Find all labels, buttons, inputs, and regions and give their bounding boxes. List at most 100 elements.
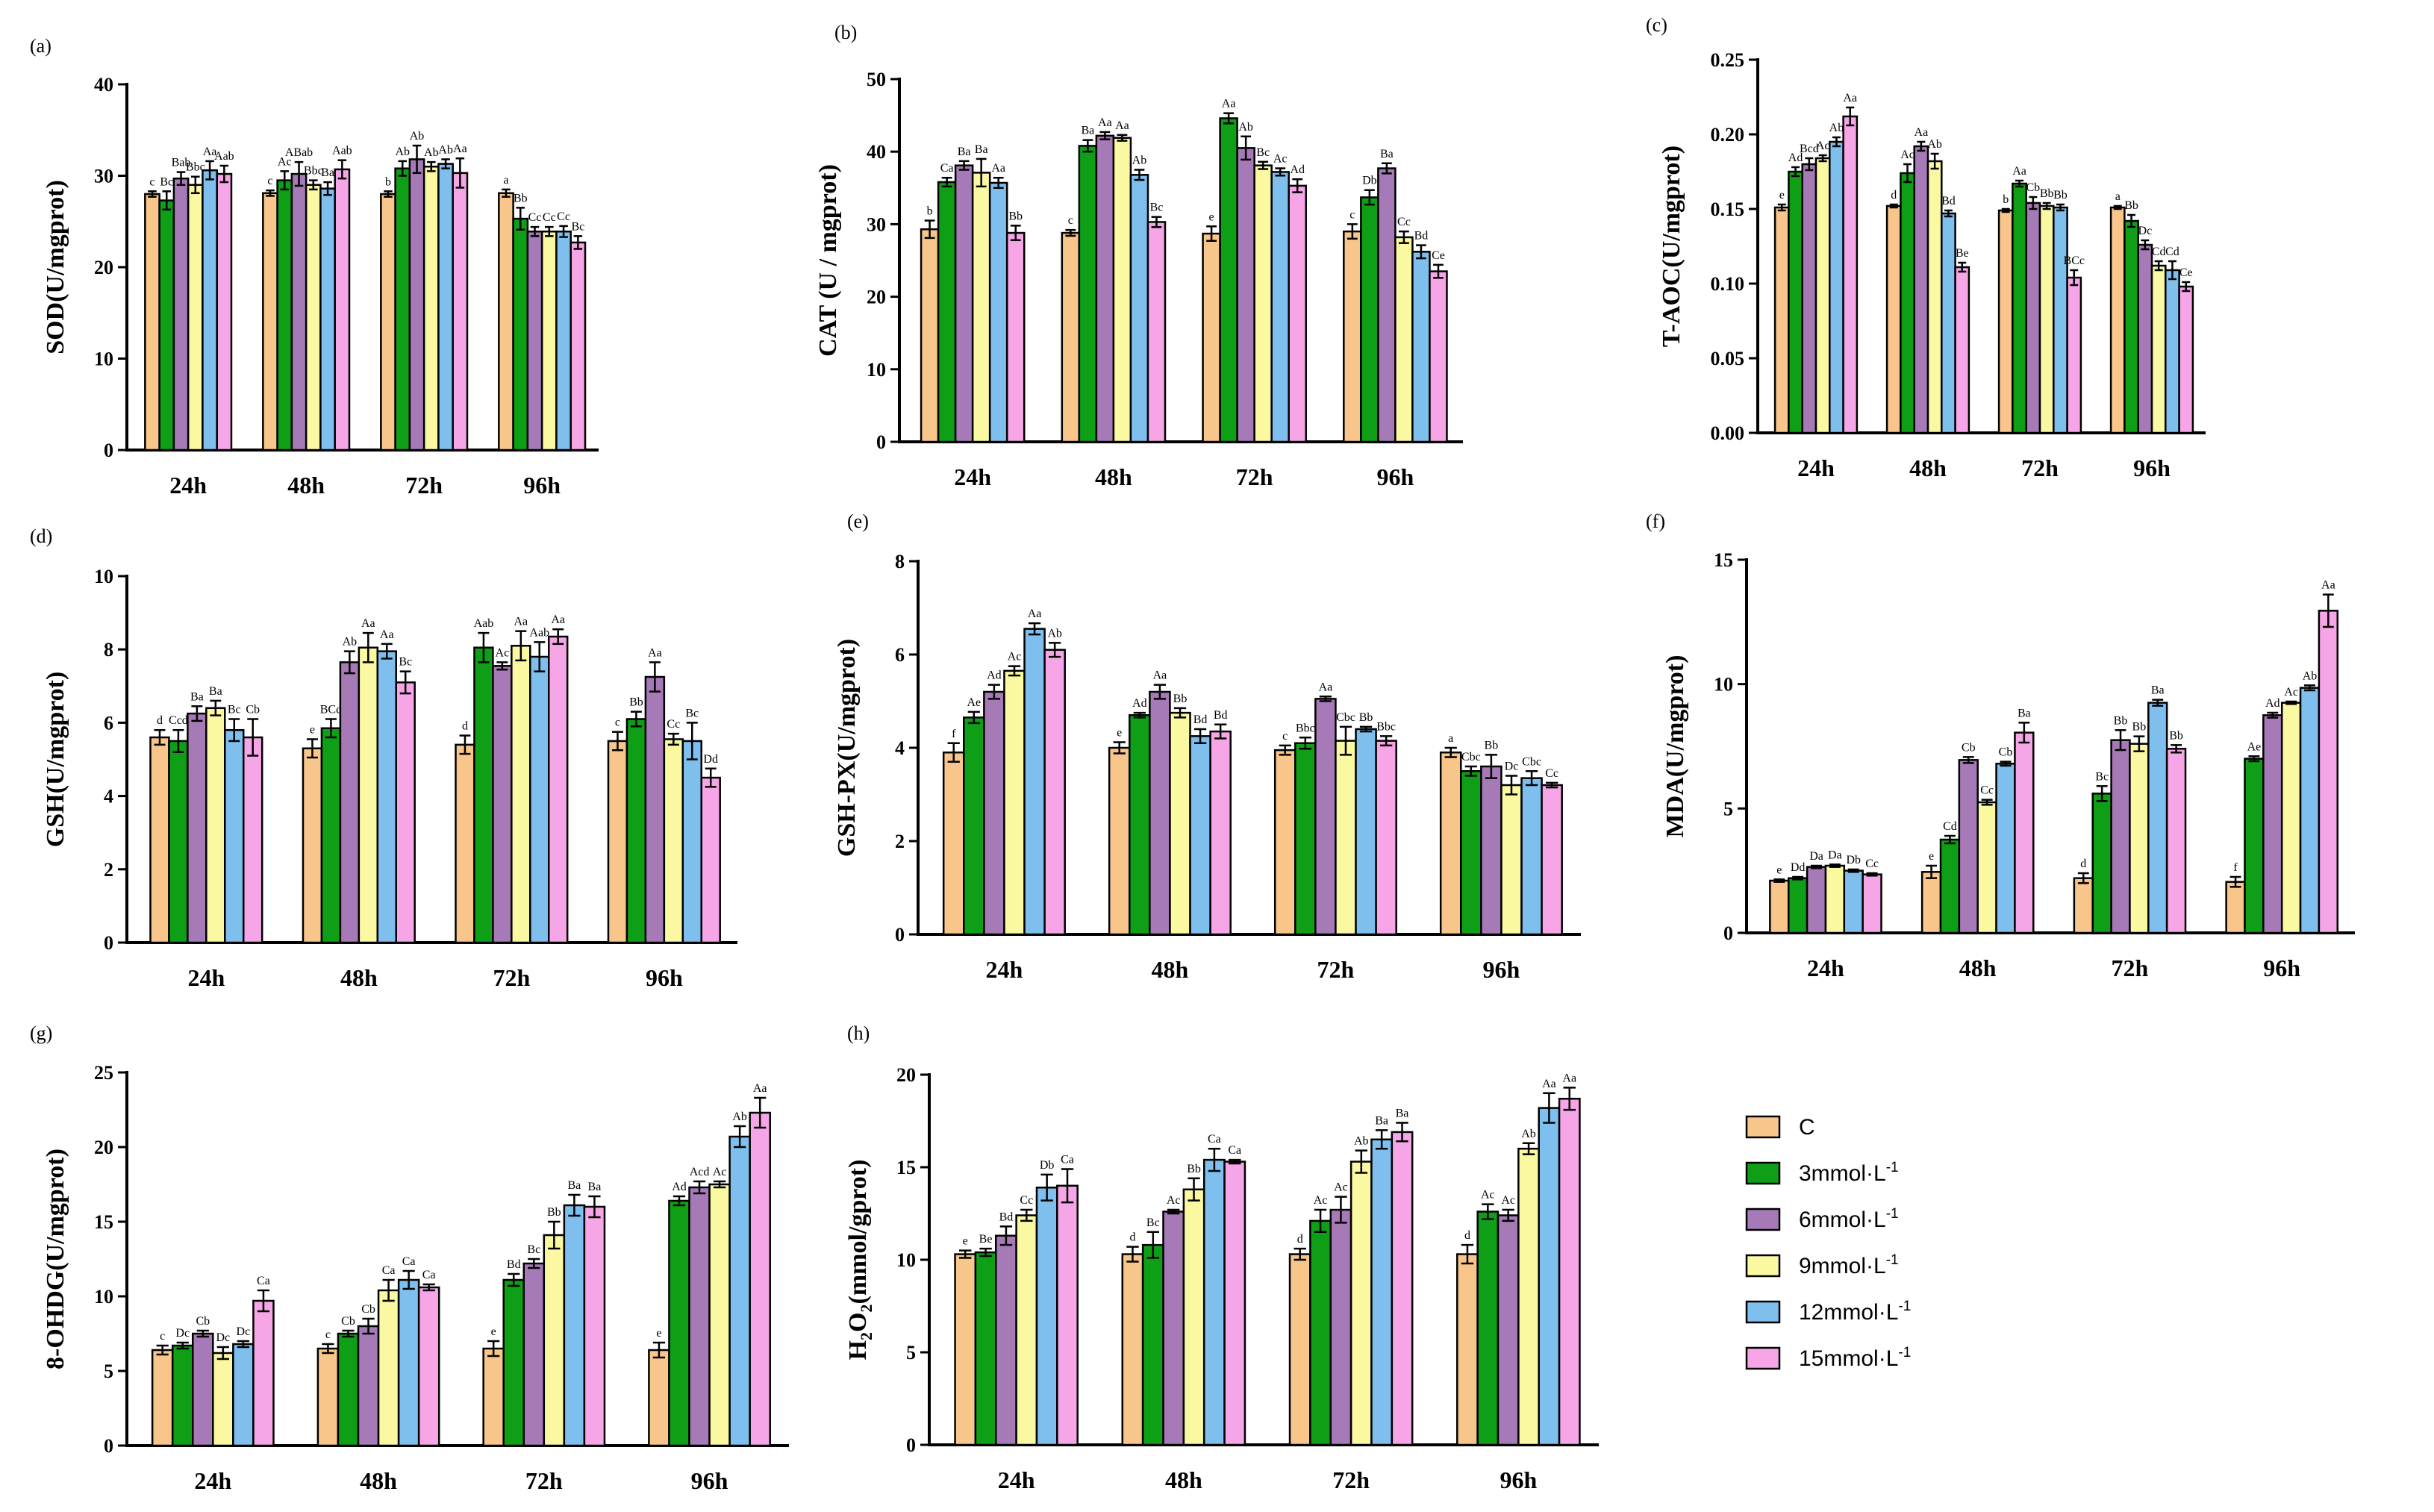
significance-label: Cd [2165, 246, 2179, 258]
significance-label: Ab [395, 146, 410, 158]
bar [1349, 1160, 1373, 1446]
y-tick-label: 10 [1714, 674, 1733, 696]
bar [2244, 757, 2265, 934]
significance-label: Ce [2179, 266, 2193, 279]
x-tick-label: 96h [1483, 956, 1520, 983]
significance-label: e [1929, 850, 1934, 863]
x-tick-label: 24h [986, 956, 1023, 983]
bar [2165, 748, 2187, 934]
y-tick-label: 10 [94, 349, 113, 370]
bar [1162, 1210, 1185, 1446]
bar [920, 228, 940, 443]
significance-label: Ca [1208, 1133, 1221, 1146]
x-tick-label: 48h [1909, 454, 1947, 481]
x-tick-label: 72h [405, 472, 443, 499]
significance-label: Aa [453, 143, 467, 155]
bar [1913, 145, 1929, 434]
bar [168, 740, 189, 944]
bar [1223, 1160, 1246, 1446]
significance-label: Aa [1222, 98, 1236, 110]
bar [1182, 1188, 1205, 1446]
bar [482, 1347, 505, 1447]
significance-label: Cb [246, 703, 260, 716]
significance-label: Aab [474, 617, 494, 630]
significance-label: Ba [1081, 125, 1094, 137]
significance-label: Bb [514, 192, 528, 204]
legend-item: C [1745, 1115, 1815, 1140]
bar [380, 193, 396, 452]
legend-swatch [1745, 1346, 1781, 1370]
y-tick-label: 10 [94, 566, 113, 587]
significance-label: Aa [2012, 165, 2026, 178]
significance-label: Aa [1153, 669, 1167, 682]
significance-label: Bb [2114, 714, 2128, 727]
significance-label: Ab [2303, 669, 2318, 682]
significance-label: Da [1828, 849, 1842, 861]
significance-label: Cc [1020, 1194, 1033, 1207]
bar [988, 181, 1008, 443]
y-axis-label: MDA(U/mgprot) [1661, 655, 1689, 838]
x-tick-label: 24h [169, 472, 207, 499]
bar [1500, 784, 1523, 936]
bar [1375, 740, 1397, 936]
bar [1517, 1147, 1540, 1446]
bar [1460, 770, 1482, 936]
bar [1958, 759, 1979, 934]
significance-label: Ac [1273, 153, 1288, 166]
bar [583, 1205, 606, 1447]
significance-label: Aa [2321, 579, 2335, 592]
bar [1900, 172, 1915, 434]
bar [1355, 728, 1377, 936]
significance-label: d [1891, 189, 1897, 202]
significance-label: Bcd [1800, 143, 1819, 155]
bar [688, 1186, 711, 1447]
y-tick-label: 10 [867, 359, 886, 381]
significance-label: Cc [557, 210, 570, 223]
significance-label: Cbc [1336, 711, 1355, 724]
significance-label: Ac [278, 155, 292, 168]
y-tick-label: 20 [94, 1137, 113, 1158]
bar [1920, 871, 1942, 934]
significance-label: Aa [551, 613, 565, 626]
significance-label: Bb [2169, 729, 2183, 742]
significance-label: Bc [527, 1243, 540, 1256]
bar [1189, 735, 1211, 936]
significance-label: Bc [1256, 146, 1270, 159]
bar [276, 179, 293, 452]
x-tick-label: 96h [2263, 955, 2300, 981]
significance-label: Ba [975, 143, 988, 156]
significance-label: Ba [2151, 684, 2165, 697]
y-axis-label: 8-OHDG(U/mgprot) [42, 1149, 69, 1369]
bar [1997, 209, 2014, 434]
x-tick-label: 24h [954, 463, 991, 490]
chart-panel-8: (h) 0 5 10 15 20 H2O2(mmol/gprot) 24h e Be Bd Cc Db C… [844, 1022, 1599, 1493]
significance-label: Db [1362, 175, 1377, 187]
bar [668, 1199, 690, 1447]
significance-label: c [325, 1328, 331, 1341]
bar [1169, 711, 1191, 936]
bar [1309, 1219, 1332, 1446]
x-tick-label: 96h [1377, 463, 1414, 490]
bar [437, 163, 454, 452]
x-tick-label: 48h [1095, 463, 1132, 490]
bar [540, 230, 558, 452]
panel-letter: (d) [30, 525, 52, 547]
bar [305, 184, 322, 452]
bar [728, 1135, 751, 1447]
bar [1411, 251, 1431, 443]
bar [1391, 1131, 1414, 1446]
y-tick-label: 0 [104, 1435, 113, 1457]
bar [262, 192, 278, 452]
bar [452, 172, 469, 452]
bar [1023, 628, 1046, 936]
y-tick-label: 0.20 [1711, 124, 1745, 146]
y-tick-label: 30 [94, 166, 113, 187]
bar [187, 712, 207, 944]
bar [1112, 137, 1132, 443]
x-tick-label: 96h [1500, 1466, 1537, 1493]
significance-label: Ad [2265, 697, 2280, 710]
significance-label: Aa [648, 646, 662, 659]
significance-label: Bc [571, 220, 584, 233]
